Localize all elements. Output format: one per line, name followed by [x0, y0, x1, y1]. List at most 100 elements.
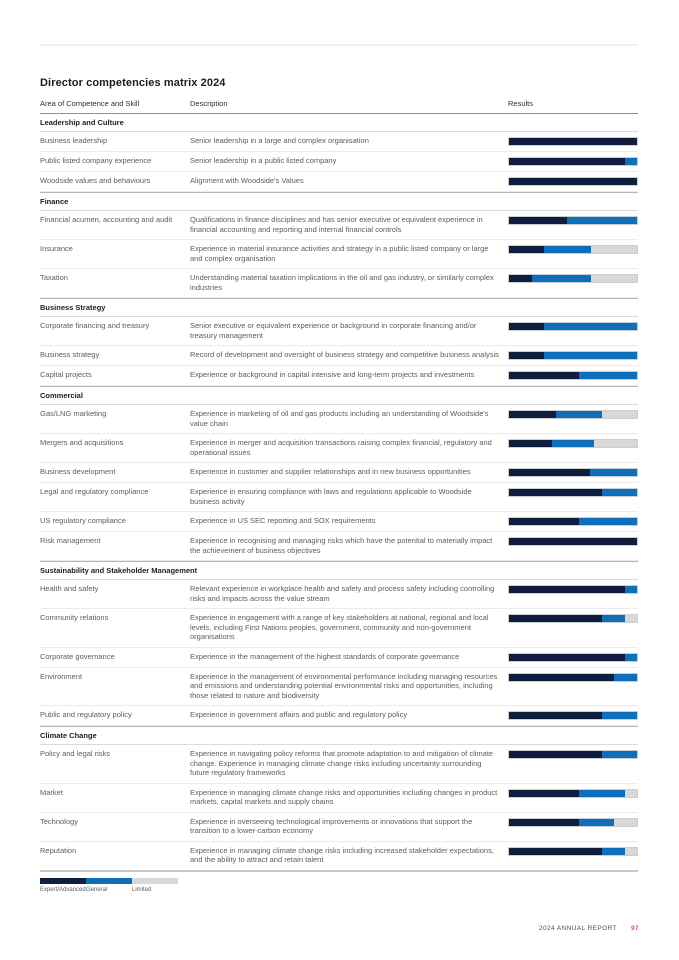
table-row: Policy and legal risks Experience in navi… — [40, 745, 638, 784]
results-bar — [508, 537, 638, 546]
table-row: Legal and regulatory compliance Experienc… — [40, 483, 638, 512]
area-cell: Technology — [40, 816, 78, 826]
area-cell: Legal and regulatory compliance — [40, 487, 149, 496]
section-header: Sustainability and Stakeholder Managemen… — [40, 561, 638, 580]
table-row: Environment Experience in the management … — [40, 668, 638, 706]
results-bar — [508, 614, 638, 623]
bar-segment-expert — [509, 673, 614, 681]
description-cell: Experience in managing climate change ri… — [190, 787, 498, 807]
legend-label-expert: Expert/Advanced — [40, 886, 86, 893]
bar-segment-general — [578, 372, 637, 379]
table-row: Gas/LNG marketing Experience in marketing… — [40, 405, 638, 434]
area-cell: Health and safety — [40, 584, 99, 593]
area-cell: Reputation — [40, 845, 77, 855]
bottom-divider — [40, 869, 638, 872]
area-cell: Capital projects — [40, 370, 92, 379]
area-cell: US regulatory compliance — [40, 516, 126, 525]
bar-segment-general — [543, 323, 637, 330]
bar-segment-expert — [509, 847, 603, 855]
bar-segment-general — [567, 217, 637, 224]
description-cell: Experience in overseeing technological i… — [190, 816, 473, 836]
area-cell: Insurance — [40, 244, 73, 253]
area-cell: Environment — [40, 671, 83, 681]
table-row: Market Experience in managing climate cha… — [40, 784, 638, 813]
bar-segment-expert — [509, 352, 544, 359]
bar-segment-expert — [509, 158, 626, 165]
results-bar — [508, 410, 638, 419]
description-cell: Alignment with Woodside's Values — [190, 176, 304, 185]
table-row: Business leadership Senior leadership in … — [40, 132, 638, 152]
description-cell: Experience in the management of environm… — [190, 671, 498, 700]
results-bar — [508, 322, 638, 331]
area-cell: Business development — [40, 467, 116, 476]
section-header: Commercial — [40, 386, 638, 405]
area-cell: Business strategy — [40, 350, 100, 359]
table-row: Reputation Experience in managing climate… — [40, 842, 638, 870]
description-cell: Experience in US SEC reporting and SOX r… — [190, 516, 376, 525]
table-row: Health and safety Relevant experience in … — [40, 580, 638, 609]
results-bar — [508, 177, 638, 186]
bar-segment-general — [543, 352, 637, 359]
results-bar — [508, 468, 638, 477]
description-cell: Relevant experience in workplace health … — [190, 584, 495, 603]
table-row: Public listed company experience Senior l… — [40, 152, 638, 172]
description-cell: Senior leadership in a large and complex… — [190, 136, 369, 145]
description-cell: Experience in merger and acquisition tra… — [190, 438, 492, 457]
bar-segment-general — [555, 411, 603, 418]
bar-segment-limited — [594, 440, 637, 447]
results-bar — [508, 652, 638, 662]
table-row: Corporate governance Experience in the ma… — [40, 648, 638, 668]
description-cell: Senior leadership in a public listed com… — [190, 156, 337, 165]
description-cell: Experience in material insurance activit… — [190, 244, 489, 263]
results-bar — [508, 371, 638, 380]
table-row: Woodside values and behaviours Alignment … — [40, 172, 638, 192]
bar-segment-expert — [509, 751, 603, 758]
bar-segment-expert — [509, 469, 591, 476]
area-cell: Community relations — [40, 613, 109, 622]
results-bar — [508, 216, 638, 225]
bar-segment-general — [613, 673, 637, 681]
description-cell: Understanding material taxation implicat… — [190, 273, 494, 292]
bar-segment-general — [551, 440, 595, 447]
bar-segment-limited — [625, 847, 637, 855]
area-cell: Public listed company experience — [40, 156, 152, 165]
section-header: Business Strategy — [40, 298, 638, 317]
bar-segment-general — [578, 518, 637, 525]
table-row: Insurance Experience in material insuranc… — [40, 240, 638, 269]
bar-segment-expert — [509, 653, 626, 661]
bar-segment-general — [590, 469, 637, 476]
area-cell: Risk management — [40, 536, 101, 545]
description-cell: Experience in managing climate change ri… — [190, 845, 494, 865]
results-bar — [508, 750, 638, 759]
results-bar — [508, 846, 638, 856]
bar-segment-limited — [590, 275, 637, 282]
bar-segment-expert — [509, 275, 533, 282]
bar-segment-expert — [509, 440, 552, 447]
section-header: Finance — [40, 192, 638, 211]
description-cell: Experience in navigating policy reforms … — [190, 749, 494, 777]
table-row: Taxation Understanding material taxation … — [40, 269, 638, 298]
legend: Expert/Advanced General Limited — [40, 877, 638, 893]
area-cell: Market — [40, 787, 63, 797]
results-bar — [508, 788, 638, 798]
bar-segment-expert — [509, 138, 637, 145]
table-row: Business development Experience in custom… — [40, 463, 638, 483]
bar-segment-expert — [509, 586, 626, 593]
matrix-body: Leadership and Culture Business leadershi… — [40, 114, 638, 870]
bar-segment-general — [602, 712, 637, 719]
area-cell: Corporate financing and treasury — [40, 321, 150, 330]
bar-segment-expert — [509, 178, 637, 185]
description-cell: Qualifications in finance disciplines an… — [190, 215, 483, 234]
bar-segment-general — [625, 653, 637, 661]
area-cell: Taxation — [40, 273, 68, 282]
table-row: Capital projects Experience or background… — [40, 366, 638, 386]
area-cell: Mergers and acquisitions — [40, 438, 124, 447]
legend-item-general: General — [86, 877, 132, 893]
results-bar — [508, 439, 638, 448]
column-header-description: Description — [190, 99, 228, 108]
bar-segment-limited — [613, 818, 637, 826]
results-bar — [508, 351, 638, 360]
bar-segment-limited — [590, 246, 637, 253]
area-cell: Woodside values and behaviours — [40, 176, 151, 185]
table-row: Business strategy Record of development a… — [40, 346, 638, 366]
